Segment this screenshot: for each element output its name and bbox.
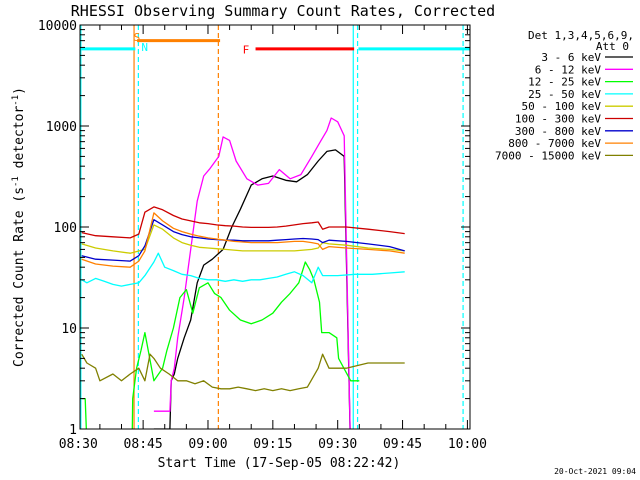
series-line-3: [81, 252, 405, 287]
legend-label-2: 12 - 25 keV: [528, 76, 601, 89]
x-tick-label: 09:45: [383, 437, 422, 452]
y-tick-label: 1: [69, 423, 77, 438]
footer-timestamp: 20-Oct-2021 09:04: [554, 467, 636, 476]
legend-label-4: 50 - 100 keV: [522, 100, 602, 113]
x-tick-label: 09:30: [318, 437, 357, 452]
flag-label-F: F: [243, 43, 250, 56]
x-tick-label: 10:00: [448, 437, 487, 452]
legend-label-5: 100 - 300 keV: [515, 113, 601, 126]
x-tick-label: 08:45: [124, 437, 163, 452]
y-axis-label-exp2: -1: [11, 95, 21, 106]
x-axis-label: Start Time (17-Sep-05 08:22:42): [158, 456, 401, 471]
legend-label-7: 800 - 7000 keV: [508, 137, 601, 150]
series-line-7: [81, 212, 405, 268]
y-axis-label-exp1: -1: [11, 176, 21, 187]
legend-label-1: 6 - 12 keV: [535, 63, 602, 76]
legend-label-3: 25 - 50 keV: [528, 88, 601, 101]
x-tick-label: 08:30: [59, 437, 98, 452]
y-tick-label: 100: [54, 221, 77, 236]
flag-label-S: S: [134, 31, 141, 44]
y-axis-label-mid: detector: [12, 106, 27, 177]
series-line-6: [81, 219, 405, 262]
flag-label-N: N: [141, 41, 148, 54]
legend-header-detectors: Det 1,3,4,5,6,9,: [528, 29, 634, 42]
legend-label-6: 300 - 800 keV: [515, 125, 601, 138]
chart-title: RHESSI Observing Summary Count Rates, Co…: [71, 2, 495, 20]
series-line-2: [81, 261, 360, 429]
y-tick-label: 10: [61, 322, 77, 337]
series-line-0: [153, 149, 351, 429]
x-tick-label: 09:00: [188, 437, 227, 452]
legend-label-8: 7000 - 15000 keV: [495, 149, 601, 162]
legend-label-0: 3 - 6 keV: [541, 51, 601, 64]
y-tick-label: 10000: [38, 19, 77, 34]
y-axis-label-end: ): [12, 87, 27, 95]
series-line-1: [153, 117, 351, 429]
y-axis-label: Corrected Count Rate (s-1 detector-1): [11, 87, 27, 367]
series-line-5: [81, 206, 405, 239]
x-tick-label: 09:15: [253, 437, 292, 452]
y-axis-label-main: Corrected Count Rate (s: [12, 187, 27, 367]
y-tick-label: 1000: [46, 120, 77, 135]
legend-header-attenuator: Att 0: [596, 40, 629, 53]
series-line-8: [81, 353, 405, 392]
